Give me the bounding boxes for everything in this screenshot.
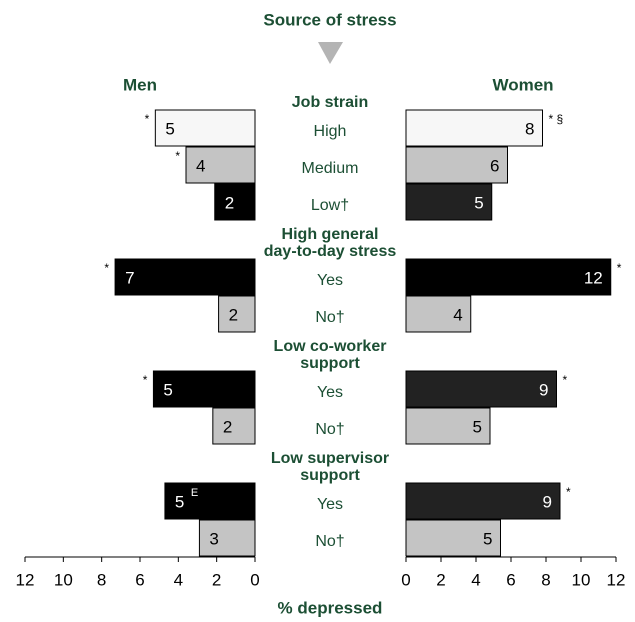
x-tick-label: 12 xyxy=(607,570,626,589)
value-label: 5 xyxy=(175,492,184,511)
bar xyxy=(405,146,508,184)
x-tick-label: 4 xyxy=(471,570,480,589)
bar xyxy=(198,519,256,557)
value-label: 2 xyxy=(223,417,232,436)
category-label: Medium xyxy=(302,160,359,177)
bar xyxy=(405,109,543,147)
value-label: 3 xyxy=(209,529,218,548)
note: * xyxy=(617,261,622,275)
category-label: High xyxy=(314,123,347,140)
x-tick-label: 6 xyxy=(135,570,144,589)
category-label: No† xyxy=(315,309,344,326)
value-label: 2 xyxy=(229,305,238,324)
category-label: No† xyxy=(315,421,344,438)
panel-label: Women xyxy=(492,75,553,94)
value-label: 12 xyxy=(584,268,603,287)
value-label: 5 xyxy=(483,529,492,548)
bar xyxy=(214,183,256,221)
x-axis-label: % depressed xyxy=(278,598,383,617)
bar xyxy=(212,407,256,445)
value-label: 6 xyxy=(490,156,499,175)
bar xyxy=(185,146,256,184)
x-tick-label: 6 xyxy=(506,570,515,589)
group-label: day-to-day stress xyxy=(264,243,397,260)
x-tick-label: 2 xyxy=(436,570,445,589)
category-label: Yes xyxy=(317,384,343,401)
chart-title: Source of stress xyxy=(263,10,396,29)
bar xyxy=(405,370,557,408)
bar xyxy=(405,295,472,333)
value-label: 9 xyxy=(539,380,548,399)
group-label: Job strain xyxy=(292,94,368,111)
value-label: 2 xyxy=(225,193,234,212)
x-tick-label: 8 xyxy=(541,570,550,589)
note: * xyxy=(175,149,180,163)
bar xyxy=(114,258,256,296)
group-label: support xyxy=(300,467,360,484)
bar xyxy=(405,407,491,445)
x-tick-label: 4 xyxy=(174,570,183,589)
bar xyxy=(405,258,612,296)
value-label: 5 xyxy=(165,119,174,138)
value-label: 8 xyxy=(525,119,534,138)
panel-label: Men xyxy=(123,75,157,94)
x-tick-label: 10 xyxy=(54,570,73,589)
arrow xyxy=(318,42,343,64)
x-tick-label: 0 xyxy=(250,570,259,589)
group-label: support xyxy=(300,355,360,372)
x-tick-label: 2 xyxy=(212,570,221,589)
bar xyxy=(218,295,256,333)
value-label: 4 xyxy=(196,156,205,175)
x-tick-label: 8 xyxy=(97,570,106,589)
bar xyxy=(152,370,256,408)
note: * xyxy=(145,112,150,126)
category-label: Low† xyxy=(311,197,349,214)
category-label: No† xyxy=(315,533,344,550)
bar xyxy=(405,183,493,221)
bar xyxy=(405,519,501,557)
inner-note: E xyxy=(191,487,198,499)
value-label: 5 xyxy=(474,193,483,212)
category-label: Yes xyxy=(317,272,343,289)
value-label: 9 xyxy=(543,492,552,511)
value-label: 4 xyxy=(453,305,462,324)
value-label: 5 xyxy=(163,380,172,399)
value-label: 7 xyxy=(125,268,134,287)
note: * § xyxy=(549,112,564,126)
x-tick-label: 10 xyxy=(572,570,591,589)
group-label: Low co-worker xyxy=(274,338,387,355)
x-tick-label: 0 xyxy=(401,570,410,589)
bar xyxy=(405,482,561,520)
note: * xyxy=(143,373,148,387)
x-tick-label: 12 xyxy=(16,570,35,589)
note: * xyxy=(104,261,109,275)
value-label: 5 xyxy=(473,417,482,436)
group-label: High general xyxy=(282,226,379,243)
bar xyxy=(154,109,256,147)
group-label: Low supervisor xyxy=(271,450,389,467)
category-label: Yes xyxy=(317,496,343,513)
note: * xyxy=(566,485,571,499)
bar xyxy=(164,482,256,520)
note: * xyxy=(563,373,568,387)
